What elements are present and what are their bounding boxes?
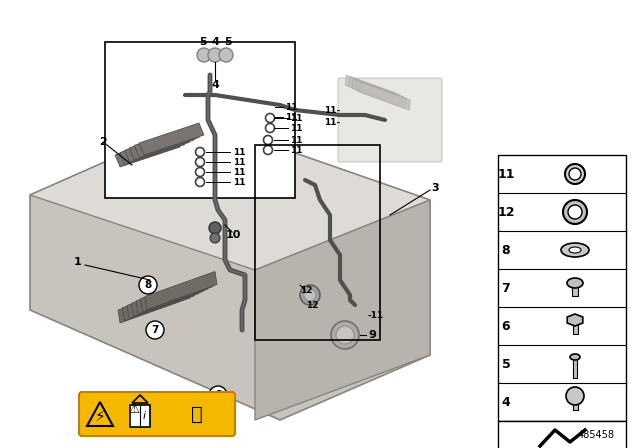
Circle shape: [566, 387, 584, 405]
Polygon shape: [131, 278, 204, 316]
Polygon shape: [356, 80, 407, 108]
Text: 9: 9: [368, 330, 376, 340]
Polygon shape: [115, 135, 180, 167]
Text: 11: 11: [233, 168, 246, 177]
Circle shape: [336, 326, 354, 344]
Circle shape: [569, 168, 581, 180]
Text: -11: -11: [368, 310, 384, 319]
Text: 8: 8: [502, 244, 510, 257]
Text: 6: 6: [214, 390, 221, 400]
Polygon shape: [139, 123, 204, 155]
Bar: [498, 155, 626, 421]
Circle shape: [139, 276, 157, 294]
Polygon shape: [87, 402, 113, 426]
Text: 5: 5: [224, 37, 232, 47]
FancyBboxPatch shape: [338, 78, 442, 162]
Text: 11: 11: [497, 168, 515, 181]
Polygon shape: [122, 283, 195, 321]
Text: 6: 6: [502, 319, 510, 332]
Text: 5: 5: [199, 37, 207, 47]
Bar: [255, 145, 380, 340]
Text: 11-: 11-: [324, 105, 340, 115]
Polygon shape: [129, 128, 195, 160]
Circle shape: [208, 48, 222, 62]
Bar: [105, 42, 295, 198]
Circle shape: [209, 222, 221, 234]
Circle shape: [209, 386, 227, 404]
Polygon shape: [120, 133, 185, 164]
Ellipse shape: [569, 247, 581, 253]
Circle shape: [565, 164, 585, 184]
FancyBboxPatch shape: [79, 392, 235, 436]
Circle shape: [146, 321, 164, 339]
Text: i: i: [143, 411, 145, 421]
Polygon shape: [141, 274, 212, 312]
Text: 11: 11: [290, 135, 303, 145]
Text: 11: 11: [233, 158, 246, 167]
Text: 11: 11: [290, 113, 303, 122]
Polygon shape: [136, 276, 208, 314]
Polygon shape: [145, 271, 217, 310]
Bar: [573, 358, 577, 378]
Circle shape: [197, 48, 211, 62]
Text: 7: 7: [502, 281, 510, 294]
Circle shape: [568, 205, 582, 219]
Polygon shape: [127, 280, 199, 319]
Polygon shape: [125, 130, 189, 162]
Polygon shape: [30, 120, 430, 420]
Text: 10: 10: [225, 230, 241, 240]
Circle shape: [304, 289, 316, 301]
Circle shape: [331, 321, 359, 349]
Bar: [572, 282, 578, 296]
Bar: [130, 405, 150, 427]
Text: 🧤: 🧤: [191, 405, 203, 423]
Polygon shape: [567, 314, 583, 326]
Text: 4: 4: [502, 396, 510, 409]
Text: 11-: 11-: [324, 117, 340, 126]
Text: 11: 11: [285, 103, 298, 112]
Text: 2: 2: [99, 137, 107, 147]
Polygon shape: [352, 78, 403, 107]
Text: 5: 5: [502, 358, 510, 370]
Ellipse shape: [570, 354, 580, 360]
Text: 12: 12: [497, 206, 515, 219]
Polygon shape: [349, 77, 399, 105]
Text: 8: 8: [145, 280, 152, 290]
Text: 11: 11: [290, 146, 303, 155]
Polygon shape: [255, 200, 430, 420]
Text: 1: 1: [74, 257, 82, 267]
Text: 12: 12: [300, 285, 312, 294]
Polygon shape: [132, 395, 148, 403]
Circle shape: [300, 285, 320, 305]
Text: 7: 7: [151, 325, 159, 335]
Text: 4: 4: [211, 80, 219, 90]
Polygon shape: [118, 285, 190, 323]
Polygon shape: [360, 82, 410, 110]
Text: ⚡: ⚡: [95, 409, 106, 423]
Text: 12: 12: [306, 301, 319, 310]
Ellipse shape: [561, 243, 589, 257]
Polygon shape: [134, 125, 199, 157]
Bar: [498, 421, 626, 448]
Ellipse shape: [567, 278, 583, 288]
Bar: [573, 319, 577, 334]
Text: 11: 11: [285, 112, 298, 121]
Polygon shape: [345, 75, 396, 103]
Polygon shape: [30, 120, 430, 270]
Text: 11: 11: [290, 124, 303, 133]
Bar: [573, 395, 577, 410]
Text: 485458: 485458: [578, 430, 615, 440]
Circle shape: [219, 48, 233, 62]
Text: 3: 3: [431, 183, 439, 193]
Text: ⚠: ⚠: [129, 402, 140, 415]
Circle shape: [210, 233, 220, 243]
Text: 4: 4: [211, 37, 219, 47]
Circle shape: [563, 200, 587, 224]
Text: 11: 11: [233, 147, 246, 156]
Text: 11: 11: [233, 177, 246, 186]
